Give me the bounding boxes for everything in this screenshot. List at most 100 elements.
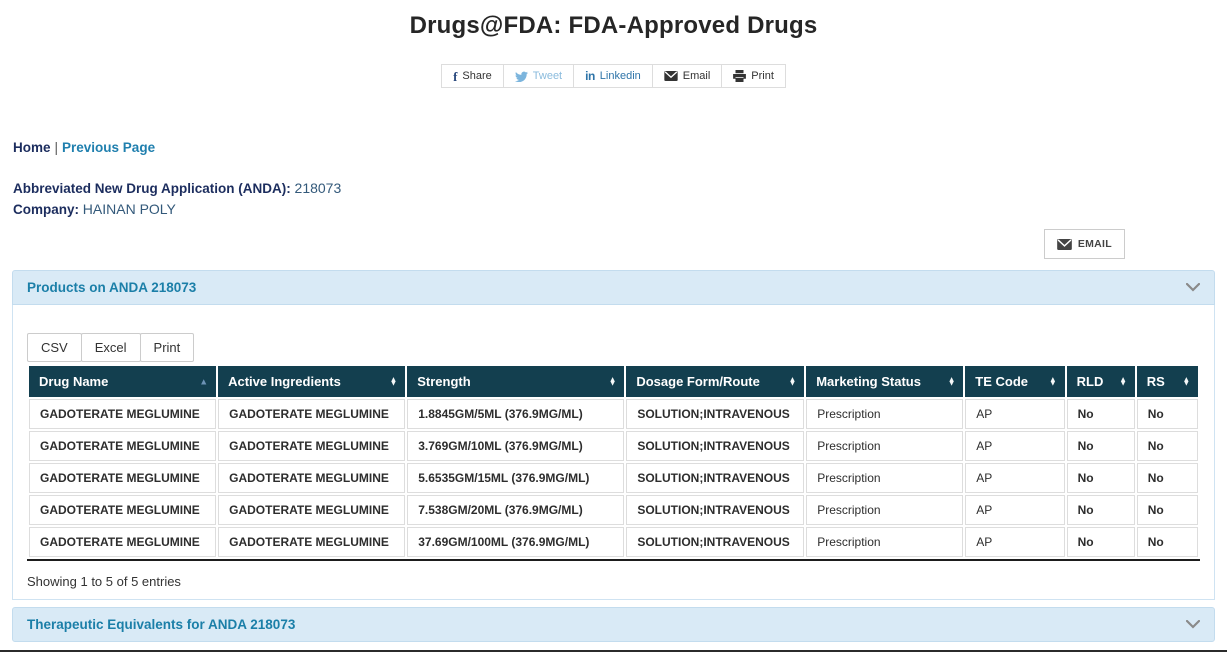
company-label: Company:	[13, 202, 80, 217]
envelope-icon	[1056, 238, 1072, 250]
table-cell: GADOTERATE MEGLUMINE	[218, 431, 406, 461]
printer-icon	[733, 70, 747, 82]
table-cell: Prescription	[806, 495, 964, 525]
facebook-icon: f	[453, 68, 458, 84]
column-header-drug-name[interactable]: Drug Name ▲	[29, 366, 217, 397]
column-label: Drug Name	[39, 374, 109, 389]
column-header-te-code[interactable]: TE Code ▲ ▼	[965, 366, 1065, 397]
envelope-icon	[664, 71, 678, 81]
print-button[interactable]: Print	[139, 333, 195, 362]
column-header-dosage-form-route[interactable]: Dosage Form/Route ▲ ▼	[626, 366, 805, 397]
table-cell: No	[1066, 399, 1135, 429]
column-header-rs[interactable]: RS ▲ ▼	[1136, 366, 1198, 397]
twitter-icon	[514, 71, 528, 82]
table-cell: GADOTERATE MEGLUMINE	[29, 399, 217, 429]
table-row: GADOTERATE MEGLUMINE GADOTERATE MEGLUMINE…	[29, 431, 1198, 461]
company-value: HAINAN POLY	[82, 201, 176, 217]
table-cell: SOLUTION;INTRAVENOUS	[626, 495, 805, 525]
table-cell: GADOTERATE MEGLUMINE	[218, 399, 406, 429]
table-cell: SOLUTION;INTRAVENOUS	[626, 399, 805, 429]
table-cell: No	[1136, 463, 1198, 493]
table-cell: No	[1066, 463, 1135, 493]
table-cell: No	[1136, 527, 1198, 557]
table-cell: Prescription	[806, 431, 964, 461]
table-cell: AP	[965, 495, 1065, 525]
table-row: GADOTERATE MEGLUMINE GADOTERATE MEGLUMINE…	[29, 399, 1198, 429]
linkedin-icon: in	[585, 69, 595, 83]
share-facebook-label: Share	[462, 70, 492, 82]
table-cell: No	[1136, 399, 1198, 429]
share-email-label: Email	[682, 70, 711, 82]
anda-value: 218073	[294, 180, 342, 196]
table-cell: AP	[965, 463, 1065, 493]
anda-label: Abbreviated New Drug Application (ANDA):	[13, 181, 291, 196]
share-tweet-label: Tweet	[532, 70, 563, 82]
breadcrumb-separator: |	[54, 140, 59, 155]
table-cell: No	[1066, 527, 1135, 557]
table-cell: GADOTERATE MEGLUMINE	[218, 463, 406, 493]
column-label: Dosage Form/Route	[636, 374, 760, 389]
sort-icon: ▲ ▼	[608, 373, 617, 388]
table-cell: No	[1066, 431, 1135, 461]
column-label: RLD	[1076, 374, 1104, 389]
table-cell: GADOTERATE MEGLUMINE	[29, 495, 217, 525]
sort-icon: ▲ ▼	[1182, 373, 1190, 388]
column-header-active-ingredients[interactable]: Active Ingredients ▲ ▼	[218, 366, 406, 397]
email-button[interactable]: EMAIL	[1043, 229, 1125, 259]
company-line: Company: HAINAN POLY	[13, 199, 341, 220]
column-header-rld[interactable]: RLD ▲ ▼	[1066, 366, 1135, 397]
column-label: RS	[1146, 374, 1165, 389]
breadcrumb-previous-page-link[interactable]: Previous Page	[62, 140, 156, 155]
table-cell: GADOTERATE MEGLUMINE	[29, 463, 217, 493]
table-cell: No	[1136, 495, 1198, 525]
sort-icon: ▲ ▼	[947, 373, 956, 388]
table-cell: AP	[965, 399, 1065, 429]
sort-ascending-icon: ▲	[199, 376, 209, 386]
table-row: GADOTERATE MEGLUMINE GADOTERATE MEGLUMINE…	[29, 463, 1198, 493]
column-header-strength[interactable]: Strength ▲ ▼	[407, 366, 625, 397]
table-cell: 3.769GM/10ML (376.9MG/ML)	[407, 431, 625, 461]
breadcrumb-home-link[interactable]: Home	[13, 140, 51, 155]
chevron-down-icon[interactable]	[1186, 620, 1200, 629]
page-title: Drugs@FDA: FDA-Approved Drugs	[409, 12, 818, 39]
table-row: GADOTERATE MEGLUMINE GADOTERATE MEGLUMINE…	[29, 495, 1198, 525]
footer-divider	[0, 650, 1227, 652]
products-panel-body: CSV Excel Print Drug Name ▲ A	[12, 305, 1215, 600]
share-bar: f Share Tweet in Linkedin Email Print	[0, 64, 1227, 88]
table-cell: 7.538GM/20ML (376.9MG/ML)	[407, 495, 625, 525]
products-table-wrap: Drug Name ▲ Active Ingredients ▲ ▼ Streng…	[27, 364, 1200, 561]
table-cell: Prescription	[806, 527, 964, 557]
share-linkedin-button[interactable]: in Linkedin	[573, 64, 653, 88]
table-cell: 37.69GM/100ML (376.9MG/ML)	[407, 527, 625, 557]
table-cell: GADOTERATE MEGLUMINE	[218, 495, 406, 525]
column-label: Strength	[417, 374, 471, 389]
share-facebook-button[interactable]: f Share	[441, 64, 504, 88]
table-cell: AP	[965, 527, 1065, 557]
excel-button[interactable]: Excel	[80, 333, 141, 362]
table-cell: Prescription	[806, 399, 964, 429]
csv-button[interactable]: CSV	[27, 333, 82, 362]
email-button-label: EMAIL	[1077, 238, 1112, 250]
table-cell: GADOTERATE MEGLUMINE	[29, 527, 217, 557]
column-label: Marketing Status	[816, 374, 921, 389]
share-tweet-button[interactable]: Tweet	[502, 64, 575, 88]
products-panel-header[interactable]: Products on ANDA 218073	[12, 270, 1215, 305]
share-print-button[interactable]: Print	[721, 64, 786, 88]
sort-icon: ▲ ▼	[389, 373, 398, 388]
chevron-down-icon[interactable]	[1186, 283, 1200, 292]
table-cell: 1.8845GM/5ML (376.9MG/ML)	[407, 399, 625, 429]
share-print-label: Print	[751, 70, 774, 82]
table-cell: AP	[965, 431, 1065, 461]
anda-line: Abbreviated New Drug Application (ANDA):…	[13, 178, 341, 199]
table-cell: 5.6535GM/15ML (376.9MG/ML)	[407, 463, 625, 493]
column-header-marketing-status[interactable]: Marketing Status ▲ ▼	[806, 366, 964, 397]
table-cell: GADOTERATE MEGLUMINE	[29, 431, 217, 461]
products-table-body: GADOTERATE MEGLUMINE GADOTERATE MEGLUMINE…	[29, 399, 1198, 557]
table-cell: No	[1066, 495, 1135, 525]
export-button-group: CSV Excel Print	[27, 333, 195, 362]
share-email-button[interactable]: Email	[651, 64, 723, 88]
therapeutic-equivalents-panel-header[interactable]: Therapeutic Equivalents for ANDA 218073	[12, 607, 1215, 642]
therapeutic-equivalents-panel-title: Therapeutic Equivalents for ANDA 218073	[27, 617, 296, 632]
application-info: Abbreviated New Drug Application (ANDA):…	[13, 178, 341, 220]
table-cell: SOLUTION;INTRAVENOUS	[626, 463, 805, 493]
